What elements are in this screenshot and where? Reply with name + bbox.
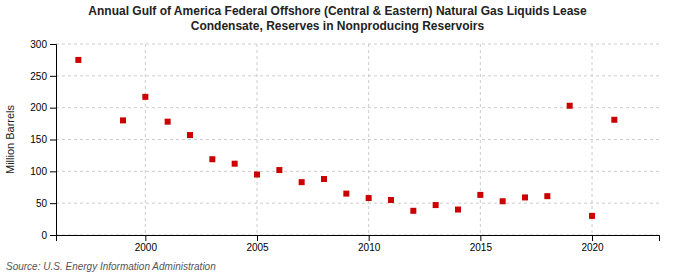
point (388, 197, 394, 203)
tick-mark (50, 108, 56, 109)
point (589, 213, 595, 219)
grid-line (56, 203, 659, 204)
tick-mark (480, 235, 481, 241)
point (522, 194, 528, 200)
point (120, 117, 126, 123)
tick-label: 2000 (135, 242, 158, 253)
tick-mark (369, 235, 370, 241)
tick: 2015 (470, 235, 493, 253)
point (254, 172, 260, 178)
tick-label: 150 (30, 134, 47, 145)
point (187, 132, 193, 138)
tick-label: 300 (30, 39, 47, 50)
plot: 2000 2005 2010 2015 2020 0 50 100 150 200 250 300 (30, 39, 659, 253)
x-axis: 2000 2005 2010 2015 2020 (57, 235, 660, 253)
title-line: Annual Gulf of America Federal Offshore … (88, 4, 587, 18)
tick-mark (50, 44, 56, 45)
grid-line (592, 44, 593, 235)
point (75, 57, 81, 63)
tick: 300 (30, 39, 56, 50)
grid-line (480, 44, 481, 235)
point (232, 161, 238, 167)
title-line: Condensate, Reserves in Nonproducing Res… (191, 19, 485, 33)
point (343, 191, 349, 197)
tick-label: 2015 (470, 242, 493, 253)
chart: Annual Gulf of America Federal Offshore … (0, 0, 675, 275)
tick-mark (50, 235, 56, 236)
grid-line (257, 44, 258, 235)
grid-line (368, 44, 369, 235)
tick: 2000 (135, 235, 158, 253)
tick-mark (50, 203, 56, 204)
tick-label: 250 (30, 71, 47, 82)
grid-line (145, 44, 146, 235)
axis-line (50, 45, 57, 236)
tick-label: 50 (36, 198, 48, 209)
point (410, 208, 416, 214)
tick: 2020 (581, 235, 604, 253)
grid (56, 44, 659, 235)
tick-label: 2005 (246, 242, 269, 253)
tick: 150 (30, 134, 56, 145)
point (165, 119, 171, 125)
point (455, 207, 461, 213)
point (142, 94, 148, 100)
tick-label: 2010 (358, 242, 381, 253)
tick: 250 (30, 71, 56, 82)
grid-line (56, 44, 659, 45)
point (276, 167, 282, 173)
tick-mark (50, 140, 56, 141)
y-axis: 0 50 100 150 200 250 300 (30, 39, 56, 241)
point (500, 198, 506, 204)
grid-line (56, 171, 659, 172)
tick: 50 (36, 198, 56, 209)
point (567, 103, 573, 109)
tick: 0 (41, 230, 56, 241)
tick-label: 100 (30, 166, 47, 177)
point (611, 117, 617, 123)
annotation: Source: U.S. Energy Information Administ… (6, 261, 216, 272)
axis-line (57, 236, 660, 242)
point (433, 202, 439, 208)
tick-mark (50, 171, 56, 172)
grid-line (56, 139, 659, 140)
tick-label: 200 (30, 102, 47, 113)
tick-label: 2020 (581, 242, 604, 253)
point (209, 156, 215, 162)
y-axis-label: Million Barrels (4, 104, 16, 174)
grid-line (56, 75, 659, 76)
tick-mark (145, 235, 146, 241)
point (477, 192, 483, 198)
point (544, 193, 550, 199)
point (366, 195, 372, 201)
tick: 2010 (358, 235, 381, 253)
tick-mark (592, 235, 593, 241)
tick: 2005 (246, 235, 269, 253)
point (321, 176, 327, 182)
tick-label: 0 (41, 230, 47, 241)
tick-mark (257, 235, 258, 241)
tick: 100 (30, 166, 56, 177)
points (75, 57, 617, 219)
point (299, 179, 305, 185)
tick: 200 (30, 102, 56, 113)
title: Annual Gulf of America Federal Offshore … (88, 4, 587, 33)
tick-mark (50, 76, 56, 77)
